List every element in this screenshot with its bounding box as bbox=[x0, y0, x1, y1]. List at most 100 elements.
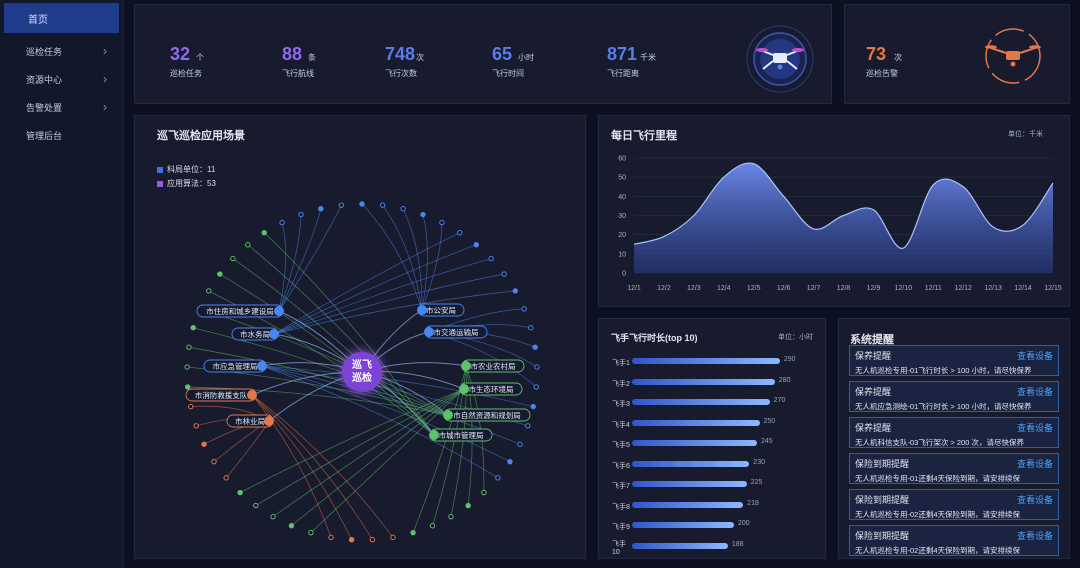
algorithm-node[interactable] bbox=[379, 202, 386, 208]
pilot-value: 225 bbox=[750, 479, 763, 486]
algorithm-node[interactable] bbox=[495, 475, 501, 481]
algorithm-node[interactable] bbox=[253, 502, 259, 509]
algorithm-node[interactable] bbox=[512, 288, 518, 294]
algorithm-node[interactable] bbox=[359, 201, 365, 207]
chevron-right-icon: › bbox=[103, 100, 107, 114]
algorithm-node[interactable] bbox=[429, 523, 436, 529]
algorithm-node[interactable] bbox=[390, 534, 396, 541]
algorithm-node[interactable] bbox=[488, 255, 494, 262]
mileage-unit: 单位：千米 bbox=[1008, 131, 1043, 138]
pilot-bar-row: 飞手4 250 bbox=[612, 415, 812, 436]
department-node[interactable] bbox=[417, 305, 427, 315]
algorithm-node[interactable] bbox=[188, 403, 194, 410]
algorithm-node[interactable] bbox=[420, 211, 426, 218]
algorithm-node[interactable] bbox=[261, 229, 267, 236]
algorithm-node[interactable] bbox=[532, 344, 538, 350]
algorithm-node[interactable] bbox=[184, 364, 190, 370]
algorithm-node[interactable] bbox=[448, 513, 454, 520]
pilot-name: 飞手4 bbox=[612, 421, 630, 429]
department-node[interactable] bbox=[269, 329, 279, 339]
department-node[interactable] bbox=[429, 430, 439, 440]
algorithm-node[interactable] bbox=[465, 502, 471, 509]
view-device-link[interactable]: 查看设备 bbox=[1016, 495, 1053, 505]
algorithm-node[interactable] bbox=[507, 458, 513, 465]
algorithm-node[interactable] bbox=[230, 255, 236, 262]
department-label: 市消防救援支队 bbox=[195, 390, 248, 400]
network-link bbox=[273, 232, 460, 335]
algorithm-node[interactable] bbox=[501, 271, 507, 277]
sidebar-item-resources[interactable]: 资源中心 › bbox=[0, 65, 123, 93]
department-node[interactable] bbox=[461, 361, 471, 371]
algorithm-node[interactable] bbox=[206, 288, 212, 294]
algorithm-node[interactable] bbox=[245, 242, 251, 248]
stat-value: 73 bbox=[866, 44, 887, 64]
network-link bbox=[278, 222, 287, 312]
pilot-bar bbox=[632, 419, 760, 426]
sidebar-item-alarms[interactable]: 告警处置 › bbox=[0, 93, 123, 121]
alert-item: 保养提醒 查看设备 无人机应急测绘-01飞行时长 > 100 小时，请尽快保养 bbox=[849, 381, 1059, 412]
alert-item: 保险到期提醒 查看设备 无人机巡检专用-01还剩4天保险到期，请安排续保 bbox=[849, 453, 1059, 484]
department-node[interactable] bbox=[443, 410, 453, 420]
algorithm-node[interactable] bbox=[211, 458, 217, 465]
sidebar-item-admin[interactable]: 管理后台 bbox=[0, 121, 123, 149]
department-node[interactable] bbox=[459, 384, 469, 394]
pilot-bar bbox=[632, 399, 770, 405]
pilot-value: 250 bbox=[763, 417, 776, 425]
alert-title: 保险到期提醒 bbox=[855, 459, 910, 469]
algorithm-node[interactable] bbox=[184, 384, 191, 390]
department-node[interactable] bbox=[264, 416, 274, 426]
view-device-link[interactable]: 查看设备 bbox=[1016, 351, 1053, 361]
algorithm-node[interactable] bbox=[186, 344, 192, 350]
algorithm-node[interactable] bbox=[525, 423, 531, 429]
algorithm-node[interactable] bbox=[217, 271, 223, 277]
algorithm-node[interactable] bbox=[348, 537, 355, 543]
algorithm-node[interactable] bbox=[270, 513, 276, 520]
pilot-bar-chart: 飞手1 290 飞手2 280 飞手3 270 飞手4 250 飞手5 245 飞手6 230 飞手7 2… bbox=[612, 353, 812, 558]
department-node[interactable] bbox=[247, 390, 257, 400]
algorithm-node[interactable] bbox=[439, 219, 445, 226]
alerts-title: 系统提醒 bbox=[850, 334, 894, 346]
algorithm-node[interactable] bbox=[328, 534, 334, 541]
algorithm-node[interactable] bbox=[190, 325, 196, 331]
department-node[interactable] bbox=[257, 361, 267, 371]
sidebar-item-tasks[interactable]: 巡检任务 › bbox=[0, 37, 123, 65]
algorithm-node[interactable] bbox=[193, 423, 199, 429]
network-link bbox=[278, 205, 342, 312]
algorithm-node[interactable] bbox=[457, 229, 463, 236]
algorithm-node[interactable] bbox=[279, 219, 285, 226]
algorithm-node[interactable] bbox=[534, 364, 540, 370]
algorithm-node[interactable] bbox=[533, 384, 540, 390]
network-link bbox=[261, 365, 511, 463]
algorithm-node[interactable] bbox=[528, 325, 534, 331]
algorithm-node[interactable] bbox=[288, 523, 295, 529]
pilot-bar-row: 飞手6 230 bbox=[612, 456, 812, 477]
algorithm-node[interactable] bbox=[400, 206, 406, 212]
algorithm-node[interactable] bbox=[530, 403, 536, 410]
department-node[interactable] bbox=[424, 327, 434, 337]
department-node[interactable] bbox=[274, 306, 284, 316]
view-device-link[interactable]: 查看设备 bbox=[1016, 423, 1053, 433]
algorithm-node[interactable] bbox=[521, 306, 527, 312]
pilot-value: 218 bbox=[747, 499, 759, 507]
network-link bbox=[232, 258, 435, 436]
algorithm-node[interactable] bbox=[338, 202, 345, 208]
view-device-link[interactable]: 查看设备 bbox=[1016, 459, 1053, 469]
view-device-link[interactable]: 查看设备 bbox=[1016, 531, 1053, 541]
pilot-bar-row: 飞手7 225 bbox=[612, 476, 812, 497]
algorithm-node[interactable] bbox=[308, 529, 314, 536]
algorithm-node[interactable] bbox=[223, 475, 229, 481]
algorithm-node[interactable] bbox=[410, 529, 416, 536]
mileage-panel bbox=[598, 115, 1070, 307]
algorithm-node[interactable] bbox=[517, 441, 523, 447]
x-tick-label: 12/1 bbox=[627, 285, 641, 292]
view-device-link[interactable]: 查看设备 bbox=[1016, 387, 1053, 397]
algorithm-node[interactable] bbox=[237, 489, 243, 496]
algorithm-node[interactable] bbox=[473, 242, 479, 248]
algorithm-node[interactable] bbox=[369, 537, 376, 543]
algorithm-node[interactable] bbox=[298, 211, 304, 218]
algorithm-node[interactable] bbox=[481, 489, 487, 496]
network-center-node[interactable]: 巡飞巡检 bbox=[342, 352, 382, 392]
algorithm-node[interactable] bbox=[201, 441, 207, 447]
sidebar-item-home[interactable]: 首页 bbox=[4, 3, 119, 33]
algorithm-node[interactable] bbox=[318, 206, 324, 212]
